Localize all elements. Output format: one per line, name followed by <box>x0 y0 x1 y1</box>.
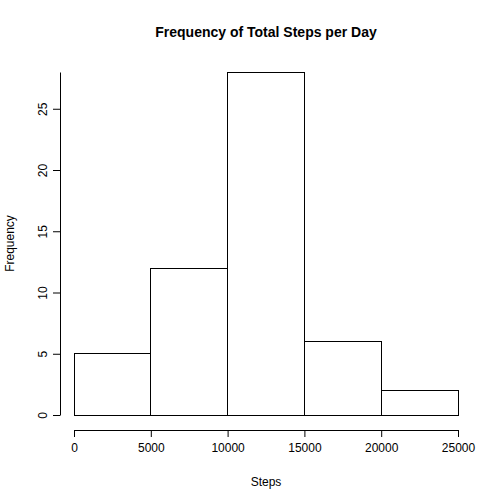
x-axis-tick: 5000 <box>138 430 165 455</box>
y-axis-tick-mark <box>53 231 60 232</box>
x-axis-tick-label: 20000 <box>365 441 399 455</box>
y-axis: 0 5 10 15 20 25 <box>36 73 61 419</box>
y-axis-tick: 5 <box>36 351 60 358</box>
y-axis-tick-label: 0 <box>36 412 50 419</box>
x-axis: 0 5000 10000 15000 20000 25000 <box>71 430 475 455</box>
x-axis-tick: 25000 <box>442 430 476 455</box>
histogram-bar <box>74 354 151 415</box>
histogram-bar <box>304 342 381 416</box>
y-axis-tick-mark <box>53 170 60 171</box>
y-axis-tick: 20 <box>36 164 60 178</box>
y-axis-tick: 0 <box>36 412 60 419</box>
y-axis-tick-label: 15 <box>36 225 50 239</box>
x-axis-title: Steps <box>251 475 282 489</box>
x-axis-tick-mark <box>304 430 305 437</box>
x-axis-tick-mark <box>381 430 382 437</box>
y-axis-tick: 10 <box>36 286 60 300</box>
y-axis-tick-label: 20 <box>36 164 50 178</box>
x-axis-tick-mark <box>228 430 229 437</box>
y-axis-tick-label: 5 <box>36 351 50 358</box>
x-axis-tick-label: 25000 <box>442 441 476 455</box>
y-axis-line <box>60 73 61 416</box>
histogram-bar <box>151 268 228 415</box>
y-axis-tick-mark <box>53 109 60 110</box>
x-axis-tick-label: 10000 <box>211 441 245 455</box>
x-axis-tick-label: 15000 <box>288 441 322 455</box>
y-axis-tick: 25 <box>36 102 60 116</box>
x-axis-tick-mark <box>74 430 75 437</box>
x-axis-tick-label: 5000 <box>138 441 165 455</box>
x-axis-tick: 20000 <box>365 430 399 455</box>
x-axis-tick-mark <box>151 430 152 437</box>
y-axis-tick-mark <box>53 415 60 416</box>
y-axis-tick: 15 <box>36 225 60 239</box>
background <box>0 0 504 504</box>
x-axis-line <box>75 430 459 431</box>
y-axis-tick-label: 10 <box>36 286 50 300</box>
x-axis-tick-label: 0 <box>71 441 78 455</box>
y-axis-tick-mark <box>53 293 60 294</box>
x-axis-tick: 10000 <box>211 430 245 455</box>
x-axis-tick: 0 <box>71 430 78 455</box>
chart-title: Frequency of Total Steps per Day <box>155 24 377 40</box>
y-axis-tick-mark <box>53 354 60 355</box>
bars <box>74 72 458 415</box>
y-axis-tick-label: 25 <box>36 102 50 116</box>
x-axis-tick: 15000 <box>288 430 322 455</box>
histogram-bar <box>228 72 305 415</box>
histogram-bar <box>381 391 458 416</box>
x-axis-tick-mark <box>458 430 459 437</box>
y-axis-title: Frequency <box>3 215 17 272</box>
